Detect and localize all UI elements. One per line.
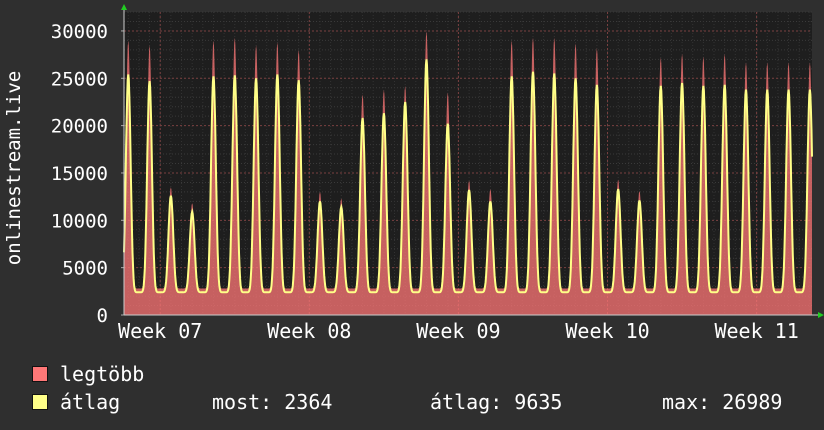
- series-line-avg: [123, 59, 813, 294]
- y-tick-label: 15000: [51, 163, 108, 185]
- series-area-max: [124, 30, 812, 316]
- y-tick-label: 30000: [51, 21, 108, 43]
- legend-max-swatch: [32, 366, 48, 382]
- y-tick-label: 0: [97, 305, 108, 327]
- x-tick-label: Week 09: [416, 319, 500, 340]
- stat-max: max: 26989: [662, 390, 783, 414]
- y-tick-label: 5000: [62, 258, 108, 280]
- series-layer: [123, 30, 813, 316]
- legend-max: legtöbb: [32, 362, 144, 386]
- legend-avg-label: átlag: [60, 390, 121, 414]
- x-axis-arrow: [818, 312, 824, 318]
- x-tick-label: Week 10: [565, 319, 649, 340]
- y-axis-label: onlinestream.live: [3, 71, 25, 265]
- chart: 0 5000 10000 15000 20000 25000 30000 Week 07 Wee…: [3, 4, 824, 340]
- y-tick-label: 10000: [51, 210, 108, 232]
- legend-avg: átlag: [32, 390, 120, 414]
- stat-now: most: 2364: [212, 390, 333, 414]
- stat-avg: átlag: 9635: [430, 390, 563, 414]
- y-tick-label: 25000: [51, 68, 108, 90]
- x-tick-label: Week 08: [267, 319, 351, 340]
- y-axis-arrow: [121, 4, 127, 10]
- x-tick-label: Week 11: [714, 319, 798, 340]
- y-tick-label: 20000: [51, 116, 108, 138]
- axes: 0 5000 10000 15000 20000 25000 30000 Week 07 Wee…: [51, 4, 824, 340]
- legend-avg-swatch: [32, 394, 48, 410]
- x-tick-label: Week 07: [118, 319, 202, 340]
- legend-max-label: legtöbb: [60, 362, 145, 386]
